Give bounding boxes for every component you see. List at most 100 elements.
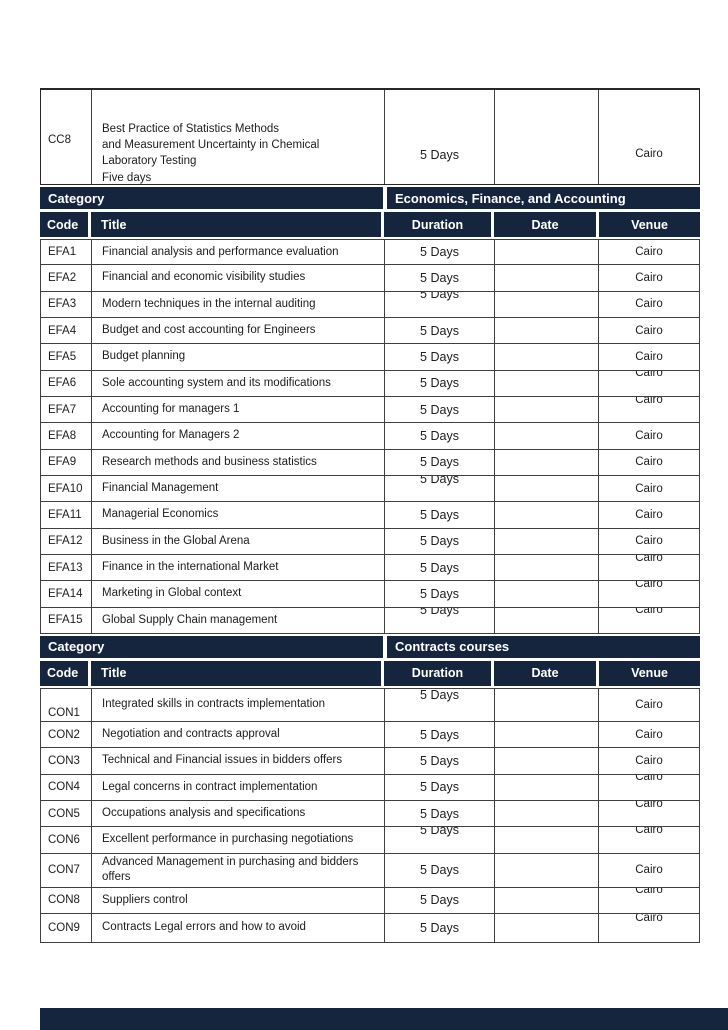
- course-code-text: CON1: [48, 706, 80, 719]
- course-venue: Cairo: [598, 887, 699, 913]
- course-venue-text: Cairo: [635, 554, 663, 564]
- course-duration: 5 Days: [384, 774, 494, 800]
- course-code-text: EFA1: [48, 246, 77, 259]
- category-value: Economics, Finance, and Accounting: [387, 187, 700, 209]
- course-venue-text: Cairo: [635, 581, 663, 590]
- course-title: Financial Management: [91, 475, 384, 502]
- course-code-text: EFA4: [48, 324, 77, 337]
- course-code-text: CON7: [48, 864, 80, 877]
- course-title: Managerial Economics: [91, 502, 384, 528]
- column-header-code-text: Code: [47, 666, 79, 681]
- table-row: EFA2 Financial and economic visibility st…: [40, 265, 700, 292]
- course-title-text: Sole accounting system and its modificat…: [102, 376, 331, 389]
- column-header-venue: Venue: [599, 212, 700, 237]
- course-code-text: CON6: [48, 833, 80, 846]
- course-venue-text: Cairo: [635, 350, 663, 363]
- table-row: CON1 Integrated skills in contracts imple…: [40, 687, 700, 722]
- course-venue: Cairo: [598, 240, 699, 265]
- column-header-duration-text: Duration: [411, 666, 464, 681]
- cell-gap: [596, 660, 599, 686]
- cell-gap: [596, 212, 599, 237]
- column-header-code: Code: [40, 660, 88, 686]
- course-title-text: Financial Management: [102, 482, 219, 495]
- course-date: [494, 748, 598, 774]
- course-duration-text: 5 Days: [420, 270, 459, 285]
- course-duration: 5 Days: [384, 887, 494, 913]
- course-title: Research methods and business statistics: [91, 449, 384, 475]
- course-date: [494, 887, 598, 913]
- column-header-venue-text: Venue: [631, 217, 668, 232]
- course-title: Suppliers control: [91, 887, 384, 913]
- course-date: [494, 502, 598, 528]
- course-title-text: Advanced Management in purchasing and bi…: [102, 856, 359, 884]
- category-value-text: Economics, Finance, and Accounting: [395, 190, 626, 206]
- course-date: [494, 344, 598, 370]
- course-date: [494, 853, 598, 887]
- course-title: Financial and economic visibility studie…: [91, 265, 384, 291]
- course-duration-text: 5 Days: [420, 607, 459, 618]
- course-title-line: Laboratory Testing: [102, 155, 197, 168]
- course-date: [494, 370, 598, 396]
- course-title: Global Supply Chain management: [91, 607, 384, 633]
- column-header-date-text: Date: [531, 217, 559, 232]
- course-code: CON2: [41, 722, 91, 747]
- course-code-text: EFA7: [48, 403, 77, 416]
- course-duration-text: 5 Days: [420, 920, 459, 935]
- course-title: Modern techniques in the internal auditi…: [91, 291, 384, 317]
- course-code-text: CON2: [48, 728, 80, 741]
- course-date: [494, 581, 598, 607]
- course-venue-text: Cairo: [635, 271, 663, 284]
- course-venue: Cairo: [598, 291, 699, 317]
- cell-gap: [383, 635, 387, 658]
- course-venue: Cairo: [598, 528, 699, 554]
- course-duration-text: 5 Days: [420, 376, 459, 391]
- course-duration-text: 5 Days: [420, 428, 459, 443]
- course-duration-text: 5 Days: [420, 148, 459, 162]
- course-code-text: EFA2: [48, 271, 77, 284]
- course-date: [494, 528, 598, 554]
- course-code: EFA4: [41, 318, 91, 343]
- course-duration-text: 5 Days: [420, 727, 459, 742]
- course-duration-text: 5 Days: [420, 323, 459, 338]
- course-code: EFA8: [41, 423, 91, 448]
- course-duration-text: 5 Days: [420, 534, 459, 549]
- course-code: CON5: [41, 801, 91, 826]
- course-venue: Cairo: [598, 423, 699, 449]
- table-row: EFA15 Global Supply Chain management 5 Day…: [40, 607, 700, 634]
- course-venue-text: Cairo: [635, 246, 663, 259]
- column-header-venue: Venue: [599, 660, 700, 686]
- cell-gap: [381, 212, 384, 237]
- table-row: EFA12 Business in the Global Arena 5 Days C…: [40, 528, 700, 555]
- column-header-code-text: Code: [47, 217, 79, 232]
- course-title-text: Modern techniques in the internal auditi…: [102, 297, 316, 310]
- course-date: [494, 827, 598, 853]
- course-venue-text: Cairo: [635, 456, 663, 469]
- table-row: EFA4 Budget and cost accounting for Engin…: [40, 317, 700, 345]
- course-venue-text: Cairo: [635, 887, 663, 897]
- course-venue: Cairo: [598, 317, 699, 344]
- table-row: EFA14 Marketing in Global context 5 Days Ca…: [40, 581, 700, 608]
- course-code: CON1: [41, 689, 91, 721]
- course-venue: Cairo: [598, 554, 699, 581]
- course-date: [494, 396, 598, 423]
- column-header-row: Code Title Duration Date Venue: [40, 212, 700, 237]
- course-duration-text: 5 Days: [420, 402, 459, 417]
- cell-gap: [381, 660, 384, 686]
- course-title-text: Marketing in Global context: [102, 587, 242, 600]
- course-code-text: EFA15: [48, 614, 83, 627]
- course-code: EFA3: [41, 292, 91, 317]
- course-title: Budget planning: [91, 344, 384, 370]
- course-duration: 5 Days: [384, 607, 494, 633]
- course-code: CC8: [41, 90, 91, 184]
- table-row: CON2 Negotiation and contracts approval 5 …: [40, 721, 700, 749]
- course-venue: Cairo: [598, 721, 699, 748]
- course-code: CON8: [41, 888, 91, 913]
- course-title: Integrated skills in contracts implement…: [91, 688, 384, 721]
- column-header-title: Title: [91, 660, 381, 686]
- course-duration: 5 Days: [384, 475, 494, 502]
- table-row: CON3 Technical and Financial issues in bi…: [40, 748, 700, 775]
- cell-gap: [383, 187, 387, 209]
- course-code: EFA2: [41, 265, 91, 290]
- course-duration: 5 Days: [384, 502, 494, 528]
